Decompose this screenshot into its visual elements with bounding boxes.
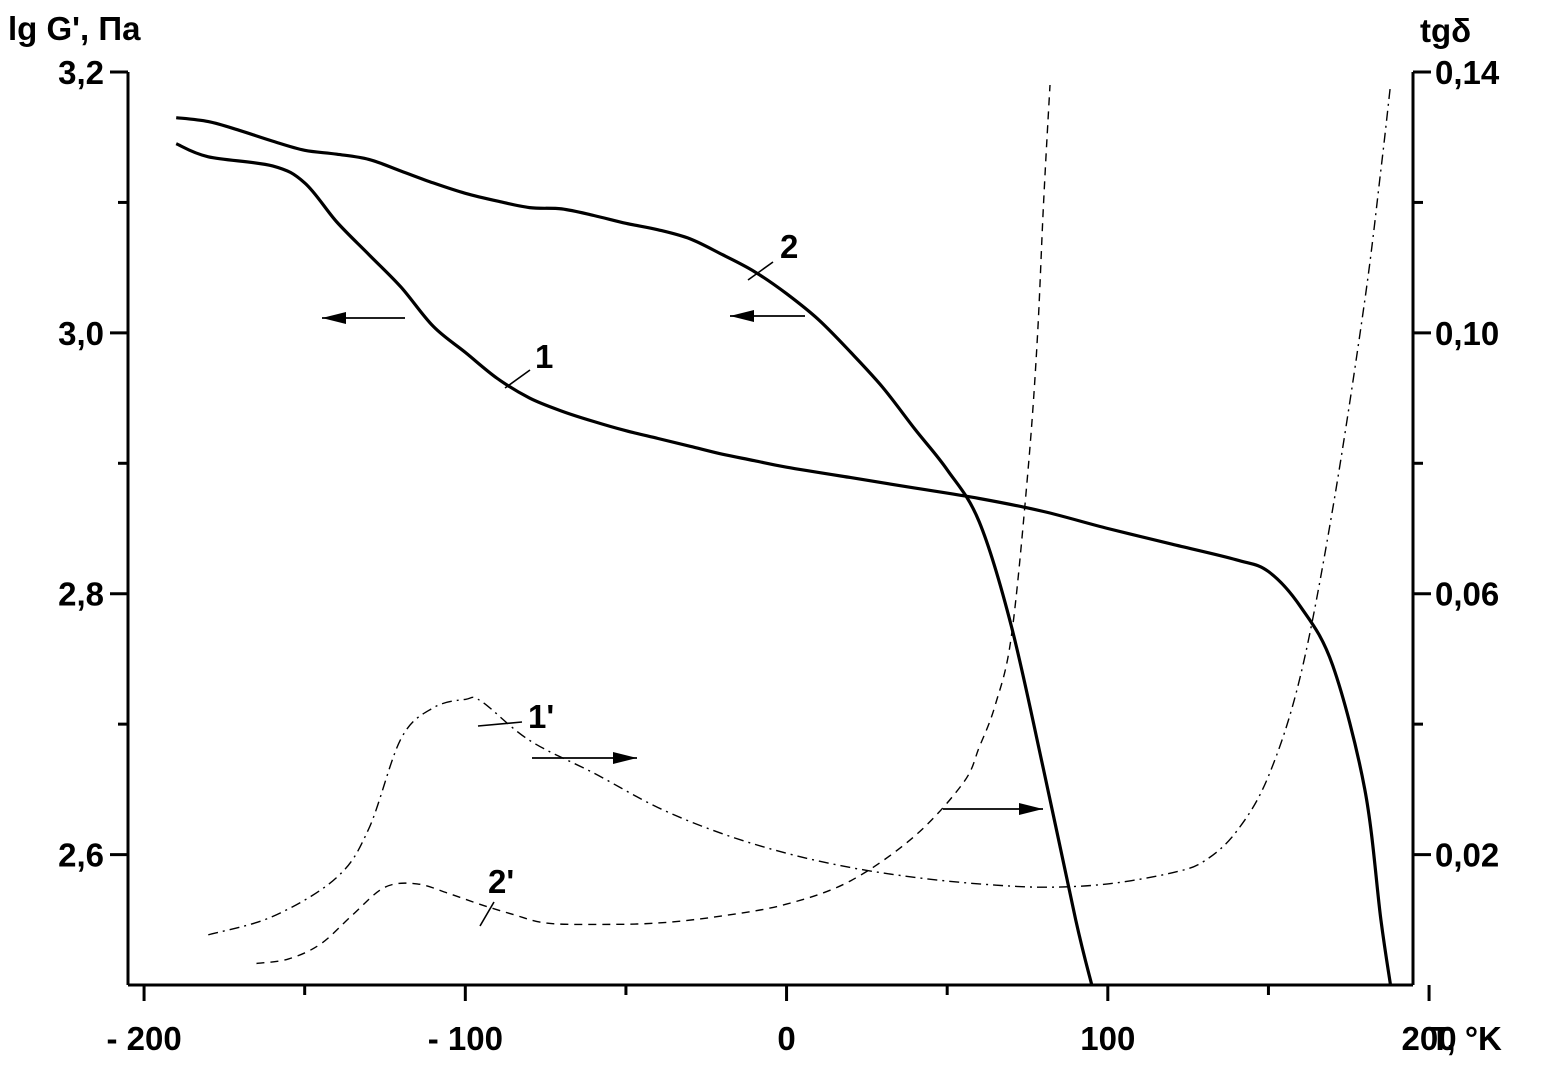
y-right-tick-label: 0,14 — [1435, 54, 1500, 91]
plot-frame — [110, 70, 1431, 987]
y-right-tick-label: 0,06 — [1435, 576, 1499, 613]
y-left-tick-label: 2,6 — [58, 837, 104, 874]
right-axis-title: tgδ — [1420, 12, 1471, 49]
ticks: - 200 - 100 0 100 200 2,6 2,8 3,0 3,2 0,02 0,06 0,1… — [58, 54, 1500, 1057]
x-tick-label: 200 — [1402, 1020, 1457, 1057]
x-tick-label: 100 — [1080, 1020, 1135, 1057]
arrow-series-1-left-axis-head — [322, 312, 346, 324]
arrow-series-1-left-axis — [322, 312, 405, 324]
x-tick-label: - 200 — [106, 1020, 181, 1057]
series-1-label: 1 — [535, 338, 553, 375]
curves — [175, 84, 1393, 986]
x-tick-label: 0 — [777, 1020, 795, 1057]
y-left-tick-label: 3,0 — [58, 315, 104, 352]
arrow-series-1p-right-axis — [532, 752, 637, 764]
annotations: 1 2 1' 2' — [322, 228, 1043, 927]
series-4-curve — [256, 84, 1051, 965]
left-axis-title: lg G', Па — [8, 10, 141, 47]
y-left-tick-label: 3,2 — [58, 54, 104, 91]
series-2-leader — [747, 261, 774, 281]
series-1-leader — [504, 369, 531, 389]
y-right-tick-label: 0,10 — [1435, 315, 1499, 352]
y-left-tick-label: 2,8 — [58, 576, 104, 613]
series-3-curve — [208, 84, 1392, 936]
arrow-series-2-left-axis-head — [730, 310, 754, 322]
series-2-label: 2 — [780, 228, 798, 265]
arrow-series-2-left-axis — [730, 310, 805, 322]
labels: lg G', Па tgδ T, °K — [8, 10, 1502, 1057]
arrow-series-1p-right-axis-head — [613, 752, 637, 764]
arrow-series-2p-right-axis-head — [1019, 803, 1043, 815]
series-1-curve — [175, 142, 1393, 986]
series-3-leader — [477, 721, 523, 727]
arrow-series-2p-right-axis — [943, 803, 1043, 815]
series-2-curve — [176, 116, 1094, 986]
y-right-tick-label: 0,02 — [1435, 837, 1499, 874]
series-4-leader — [479, 901, 495, 927]
series-3-label: 1' — [528, 698, 554, 735]
x-axis-title: T, °K — [1430, 1020, 1502, 1057]
x-tick-label: - 100 — [428, 1020, 503, 1057]
series-4-label: 2' — [488, 863, 514, 900]
